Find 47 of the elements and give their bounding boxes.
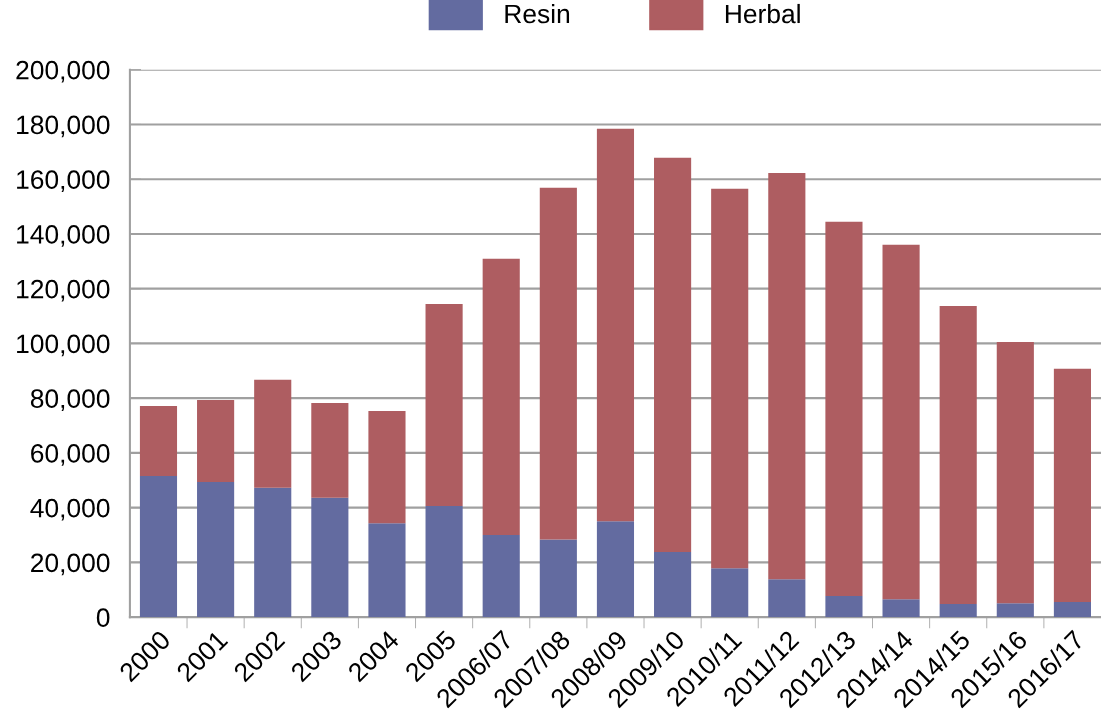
bar <box>1053 602 1091 618</box>
y-tick-label: 0 <box>96 608 110 627</box>
bar <box>768 172 806 580</box>
bar <box>882 599 920 618</box>
bar <box>539 539 577 618</box>
y-tick-label: 80,000 <box>30 389 110 412</box>
bar <box>482 535 520 618</box>
bar <box>939 604 977 618</box>
bar <box>311 497 349 618</box>
bar <box>825 221 863 597</box>
bar <box>596 521 635 618</box>
legend-label: Herbal <box>725 3 800 24</box>
bar <box>939 305 977 605</box>
bar <box>425 506 463 618</box>
y-tick-label: 40,000 <box>30 498 110 521</box>
bar <box>197 481 235 618</box>
bar <box>996 342 1034 604</box>
bar <box>482 258 520 536</box>
bar <box>768 579 806 618</box>
bar <box>711 568 749 618</box>
y-tick-label: 160,000 <box>17 170 110 193</box>
bar <box>197 400 235 482</box>
y-tick-label: 120,000 <box>17 279 110 302</box>
bar <box>425 304 463 507</box>
bar <box>654 552 692 618</box>
bar <box>596 128 635 522</box>
bar <box>368 411 406 524</box>
y-tick-label: 60,000 <box>31 444 110 466</box>
bar <box>254 487 292 618</box>
legend-label: Resin <box>505 3 570 24</box>
y-tick-label: 100,000 <box>17 334 110 357</box>
bar <box>996 603 1034 618</box>
bar <box>654 157 692 552</box>
bar <box>882 244 920 600</box>
bar <box>368 523 406 618</box>
bar <box>1053 368 1091 603</box>
bar <box>825 596 863 618</box>
bar <box>711 188 749 569</box>
bar <box>139 475 178 618</box>
y-tick-label: 140,000 <box>17 225 110 247</box>
y-tick-label: 20,000 <box>31 553 110 576</box>
bar <box>311 403 349 498</box>
bar <box>254 379 292 488</box>
bar <box>539 187 577 540</box>
bar <box>139 406 178 476</box>
y-tick-label: 200,000 <box>16 60 110 83</box>
y-tick-label: 180,000 <box>17 115 110 138</box>
